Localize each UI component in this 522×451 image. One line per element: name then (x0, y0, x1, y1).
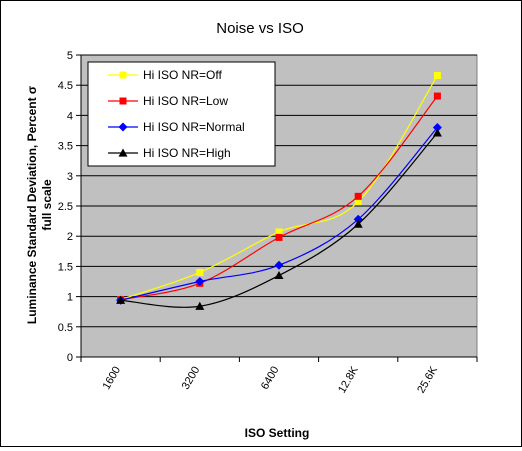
series-1-point-4 (433, 92, 441, 100)
legend-box (87, 61, 276, 167)
legend-swatch-marker-1 (119, 97, 127, 105)
series-layer (116, 72, 442, 310)
y-tick-label-8: 4 (67, 110, 73, 122)
y-axis-title: Luminance Standard Deviation, Percent σ … (25, 86, 54, 324)
series-3-point-4 (432, 128, 442, 137)
x-axis-title: ISO Setting (245, 426, 310, 440)
series-1-point-2 (275, 233, 283, 241)
x-tick-label-1: 3200 (180, 365, 203, 392)
legend-item-1: Hi ISO NR=Low (108, 94, 228, 108)
y-axis-title-line-2: full scale (40, 179, 54, 231)
x-tick-label-2: 6400 (259, 365, 282, 392)
series-3 (116, 128, 442, 310)
legend-swatch-marker-3 (118, 148, 128, 157)
legend-swatch-marker-0 (119, 71, 127, 79)
series-3-point-2 (274, 270, 284, 280)
y-tick-label-10: 5 (67, 50, 73, 62)
series-2-point-1 (195, 277, 205, 286)
series-0-point-4 (433, 72, 441, 80)
legend-label-2: Hi ISO NR=Normal (143, 120, 245, 134)
y-tick-label-5: 2.5 (58, 201, 73, 213)
y-tick-label-9: 4.5 (58, 80, 73, 92)
axes (76, 54, 478, 362)
series-2-point-4 (432, 122, 442, 132)
legend-label-3: Hi ISO NR=High (143, 146, 231, 160)
x-tick-labels: 1600 3200 6400 12.8K 25.6K (101, 364, 441, 395)
y-tick-label-0: 0 (67, 352, 73, 364)
series-1-point-3 (354, 192, 362, 200)
series-0-point-2 (275, 228, 283, 236)
y-tick-label-4: 2 (67, 231, 73, 243)
y-tick-label-2: 1 (67, 292, 73, 304)
series-line-3 (120, 132, 438, 308)
series-3-point-0 (116, 295, 126, 304)
series-3-point-3 (353, 219, 363, 228)
y-tick-label-6: 3 (67, 171, 73, 183)
legend-label-1: Hi ISO NR=Low (143, 94, 228, 108)
y-tick-label-3: 1.5 (58, 261, 73, 273)
x-tick-label-0: 1600 (101, 365, 124, 392)
series-line-0 (120, 75, 438, 301)
chart-title: Noise vs ISO (216, 20, 304, 37)
y-tick-labels: 0 0.5 1 1.5 2 2.5 3 3.5 4 4.5 5 (58, 50, 73, 364)
x-tick-label-3: 12.8K (336, 364, 361, 395)
legend-swatch-marker-2 (118, 122, 128, 132)
series-2-point-2 (274, 260, 284, 270)
x-tick-label-4: 25.6K (415, 364, 440, 395)
legend-label-0: Hi ISO NR=Off (143, 68, 222, 82)
series-3-point-1 (195, 301, 205, 310)
legend-item-0: Hi ISO NR=Off (108, 68, 222, 82)
legend-item-3: Hi ISO NR=High (108, 146, 231, 160)
series-0-point-3 (354, 198, 362, 206)
y-axis-title-line-1: Luminance Standard Deviation, Percent σ (25, 86, 39, 324)
legend-item-2: Hi ISO NR=Normal (108, 120, 245, 134)
y-tick-label-1: 0.5 (58, 322, 73, 334)
legend: Hi ISO NR=Off Hi ISO NR=Low Hi ISO NR=Norm… (87, 61, 276, 167)
series-0-point-1 (196, 268, 204, 276)
y-tick-label-7: 3.5 (58, 141, 73, 153)
